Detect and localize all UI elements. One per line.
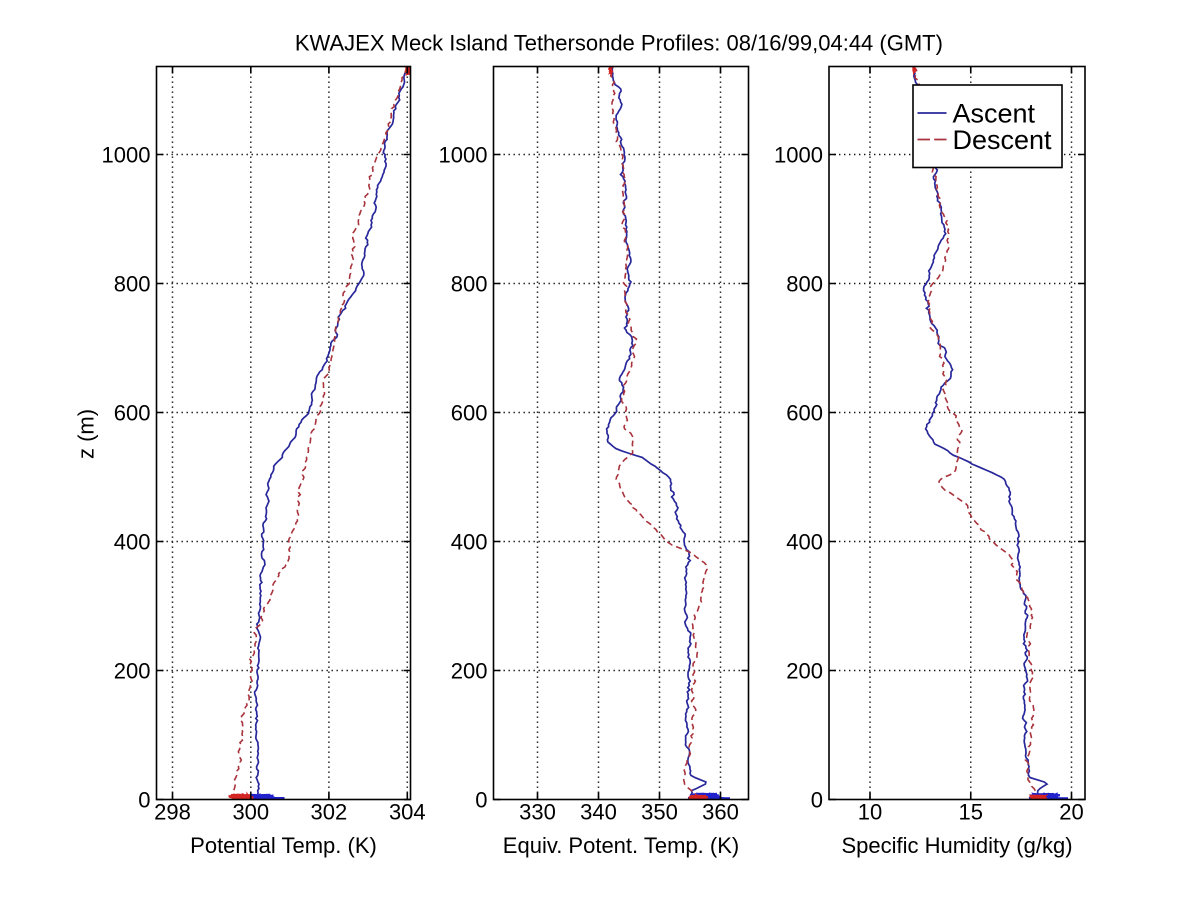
- svg-text:Specific Humidity (g/kg): Specific Humidity (g/kg): [841, 833, 1072, 858]
- svg-text:20: 20: [1059, 800, 1083, 825]
- svg-text:KWAJEX Meck Island Tethersonde: KWAJEX Meck Island Tethersonde Profiles:…: [295, 31, 943, 56]
- svg-text:0: 0: [811, 787, 823, 812]
- svg-text:304: 304: [389, 800, 426, 825]
- svg-text:330: 330: [519, 800, 556, 825]
- svg-text:400: 400: [786, 529, 823, 554]
- svg-text:0: 0: [138, 787, 150, 812]
- svg-text:200: 200: [451, 658, 488, 683]
- svg-text:350: 350: [641, 800, 678, 825]
- svg-text:Potential Temp. (K): Potential Temp. (K): [190, 833, 377, 858]
- svg-text:400: 400: [114, 529, 151, 554]
- svg-text:1000: 1000: [102, 142, 151, 167]
- svg-text:600: 600: [786, 400, 823, 425]
- svg-text:Descent: Descent: [953, 125, 1053, 155]
- svg-text:200: 200: [786, 658, 823, 683]
- svg-text:800: 800: [114, 271, 151, 296]
- svg-text:10: 10: [858, 800, 882, 825]
- svg-text:302: 302: [311, 800, 348, 825]
- svg-text:300: 300: [232, 800, 269, 825]
- svg-text:600: 600: [451, 400, 488, 425]
- svg-text:z (m): z (m): [74, 409, 99, 459]
- svg-text:800: 800: [786, 271, 823, 296]
- svg-text:298: 298: [154, 800, 191, 825]
- svg-text:1000: 1000: [439, 142, 488, 167]
- svg-text:600: 600: [114, 400, 151, 425]
- svg-text:0: 0: [475, 787, 487, 812]
- svg-text:400: 400: [451, 529, 488, 554]
- svg-text:360: 360: [702, 800, 739, 825]
- svg-text:340: 340: [580, 800, 617, 825]
- svg-text:200: 200: [114, 658, 151, 683]
- svg-text:Equiv. Potent. Temp. (K): Equiv. Potent. Temp. (K): [503, 833, 739, 858]
- svg-text:15: 15: [959, 800, 983, 825]
- svg-text:1000: 1000: [774, 142, 823, 167]
- svg-text:Ascent: Ascent: [953, 99, 1036, 129]
- svg-text:800: 800: [451, 271, 488, 296]
